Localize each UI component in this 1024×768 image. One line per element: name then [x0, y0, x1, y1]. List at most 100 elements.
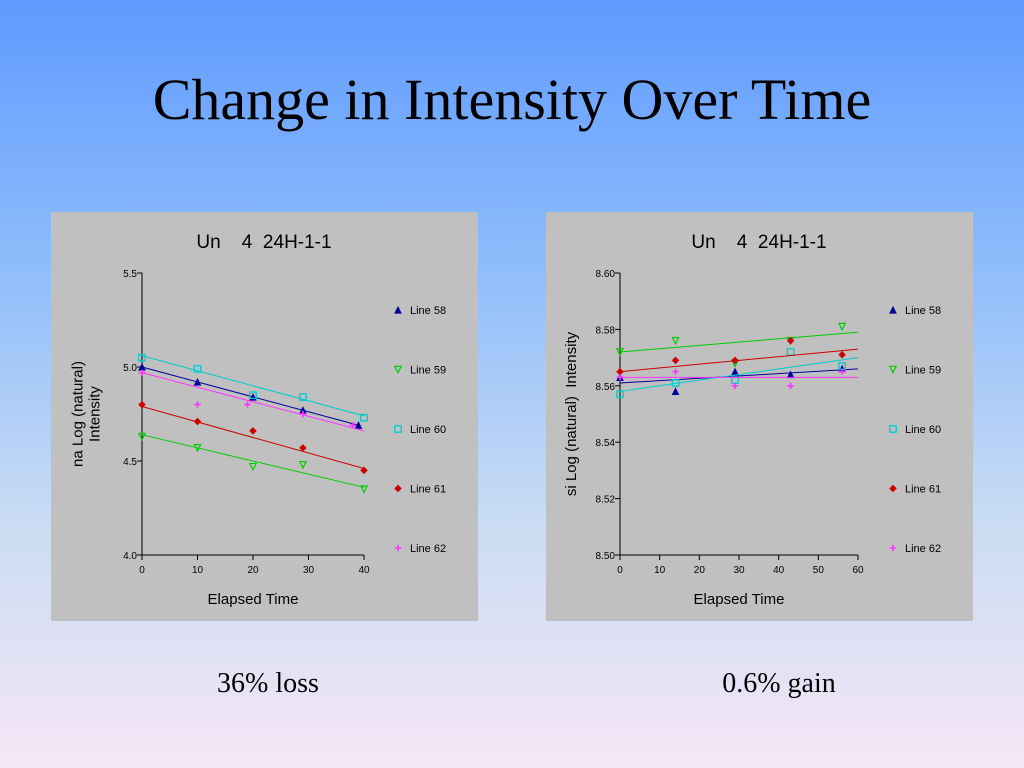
y-tick-label: 4.0: [123, 551, 137, 562]
data-point-line-61: [193, 417, 202, 426]
data-point-line-60: [249, 391, 257, 400]
data-point-line-59: [671, 336, 680, 346]
legend-marker-line-61: [394, 484, 402, 493]
data-point-line-62: [138, 369, 146, 376]
fit-line-line-61: [619, 348, 859, 373]
data-point-line-60: [786, 348, 795, 356]
y-tick-label: 8.50: [596, 551, 616, 562]
x-tick-label: 30: [733, 565, 745, 576]
data-point-line-62: [731, 382, 739, 389]
x-tick-label: 10: [192, 565, 204, 576]
data-point-line-59: [837, 322, 847, 332]
data-point-line-58: [671, 387, 680, 396]
data-point-line-59: [615, 348, 625, 357]
y-tick-label: 8.60: [596, 269, 616, 280]
slide-title: Change in Intensity Over Time: [152, 67, 872, 132]
data-point-line-61: [616, 367, 624, 376]
data-point-line-60: [360, 413, 368, 422]
data-point-line-62: [838, 368, 846, 375]
legend-marker-line-62: [889, 544, 897, 552]
chart-na-intensity: Un 4 24H-1-1 4.0 4.5 5.0 5.5 0 10 20 30 40 Elapsed…: [70, 232, 447, 608]
data-point-line-60: [138, 353, 146, 362]
x-tick-label: 40: [773, 565, 785, 576]
legend-marker-line-61: [889, 484, 897, 493]
fit-line-line-59: [141, 434, 365, 488]
y-axis-label: Intensity: [87, 386, 104, 442]
data-point-line-62: [194, 401, 201, 408]
legend-marker-line-59: [393, 365, 403, 375]
data-point-line-62: [672, 368, 679, 375]
x-tick-label: 10: [654, 565, 666, 576]
data-point-line-62: [299, 410, 307, 418]
x-axis-label: Elapsed Time: [208, 591, 299, 608]
data-point-line-61: [138, 400, 146, 409]
fit-line-line-60: [141, 355, 365, 417]
legend-marker-line-62: [394, 544, 402, 552]
legend-marker-line-60: [889, 425, 897, 433]
y-tick-label: 8.56: [596, 382, 616, 393]
data-point-line-59: [193, 444, 202, 453]
data-point-line-62: [787, 382, 794, 389]
x-tick-label: 50: [813, 565, 825, 576]
fit-line-line-58: [619, 368, 859, 384]
chart-title: Un 4 24H-1-1: [691, 232, 826, 253]
data-point-line-59: [359, 485, 369, 494]
y-axis-label: si Log (natural) Intensity: [563, 331, 580, 496]
legend-label: Line 61: [905, 484, 941, 496]
y-tick-label: 8.54: [596, 438, 616, 449]
x-tick-label: 20: [694, 565, 706, 576]
data-point-line-60: [731, 376, 739, 385]
y-tick-label: 8.58: [596, 325, 616, 336]
y-tick-label: 5.0: [123, 363, 137, 374]
data-point-line-62: [616, 374, 624, 381]
legend-label: Line 61: [410, 484, 446, 496]
data-point-line-61: [731, 356, 739, 365]
x-tick-label: 40: [358, 565, 370, 576]
data-point-line-61: [786, 336, 795, 345]
data-point-line-61: [360, 466, 368, 475]
fit-line-line-62: [141, 372, 365, 432]
data-point-line-58: [193, 377, 202, 386]
data-point-line-61: [671, 356, 680, 365]
data-point-line-61: [299, 444, 307, 452]
data-point-line-59: [137, 432, 147, 442]
data-point-line-61: [249, 427, 257, 435]
y-tick-label: 4.5: [123, 457, 137, 468]
x-tick-label: 20: [247, 565, 259, 576]
legend-label: Line 58: [905, 305, 941, 317]
caption-gain: 0.6% gain: [722, 668, 836, 699]
chart-si-intensity: Un 4 24H-1-1 8.50 8.52 8.54 8.56 8.58 8.60 0 10 2…: [563, 232, 941, 608]
fit-line-line-60: [619, 357, 859, 392]
legend-label: Line 59: [410, 365, 446, 377]
x-tick-label: 60: [852, 565, 864, 576]
y-tick-label: 5.5: [123, 269, 137, 280]
data-point-line-62: [349, 422, 357, 429]
data-point-line-58: [731, 367, 739, 376]
legend-label: Line 62: [410, 543, 446, 555]
x-tick-label: 0: [617, 565, 623, 576]
legend-marker-line-58: [889, 305, 897, 314]
x-axis-label: Elapsed Time: [694, 591, 785, 608]
data-point-line-60: [299, 393, 307, 401]
legend-marker-line-59: [888, 365, 898, 375]
y-axis-label: na Log (natural): [70, 361, 87, 467]
caption-loss: 36% loss: [217, 668, 319, 699]
data-point-line-59: [298, 460, 308, 470]
y-tick-label: 8.52: [596, 495, 616, 506]
legend-label: Line 58: [410, 305, 446, 317]
chart-panel-na: Un 4 24H-1-1 4.0 4.5 5.0 5.5 0 10 20 30 40 Elapsed…: [51, 212, 478, 621]
legend-label: Line 62: [905, 543, 941, 555]
legend-marker-line-60: [394, 425, 402, 433]
legend-marker-line-58: [394, 305, 402, 314]
chart-title: Un 4 24H-1-1: [196, 232, 331, 253]
data-point-line-60: [616, 390, 624, 399]
fit-line-line-59: [619, 331, 859, 353]
chart-panel-si: Un 4 24H-1-1 8.50 8.52 8.54 8.56 8.58 8.60 0 10 2…: [546, 212, 973, 621]
x-tick-label: 0: [139, 565, 145, 576]
data-point-line-62: [244, 401, 251, 408]
legend-label: Line 60: [410, 424, 446, 436]
data-point-line-58: [354, 421, 363, 429]
data-point-line-59: [248, 462, 258, 472]
x-tick-label: 30: [303, 565, 315, 576]
data-point-line-60: [193, 365, 202, 373]
